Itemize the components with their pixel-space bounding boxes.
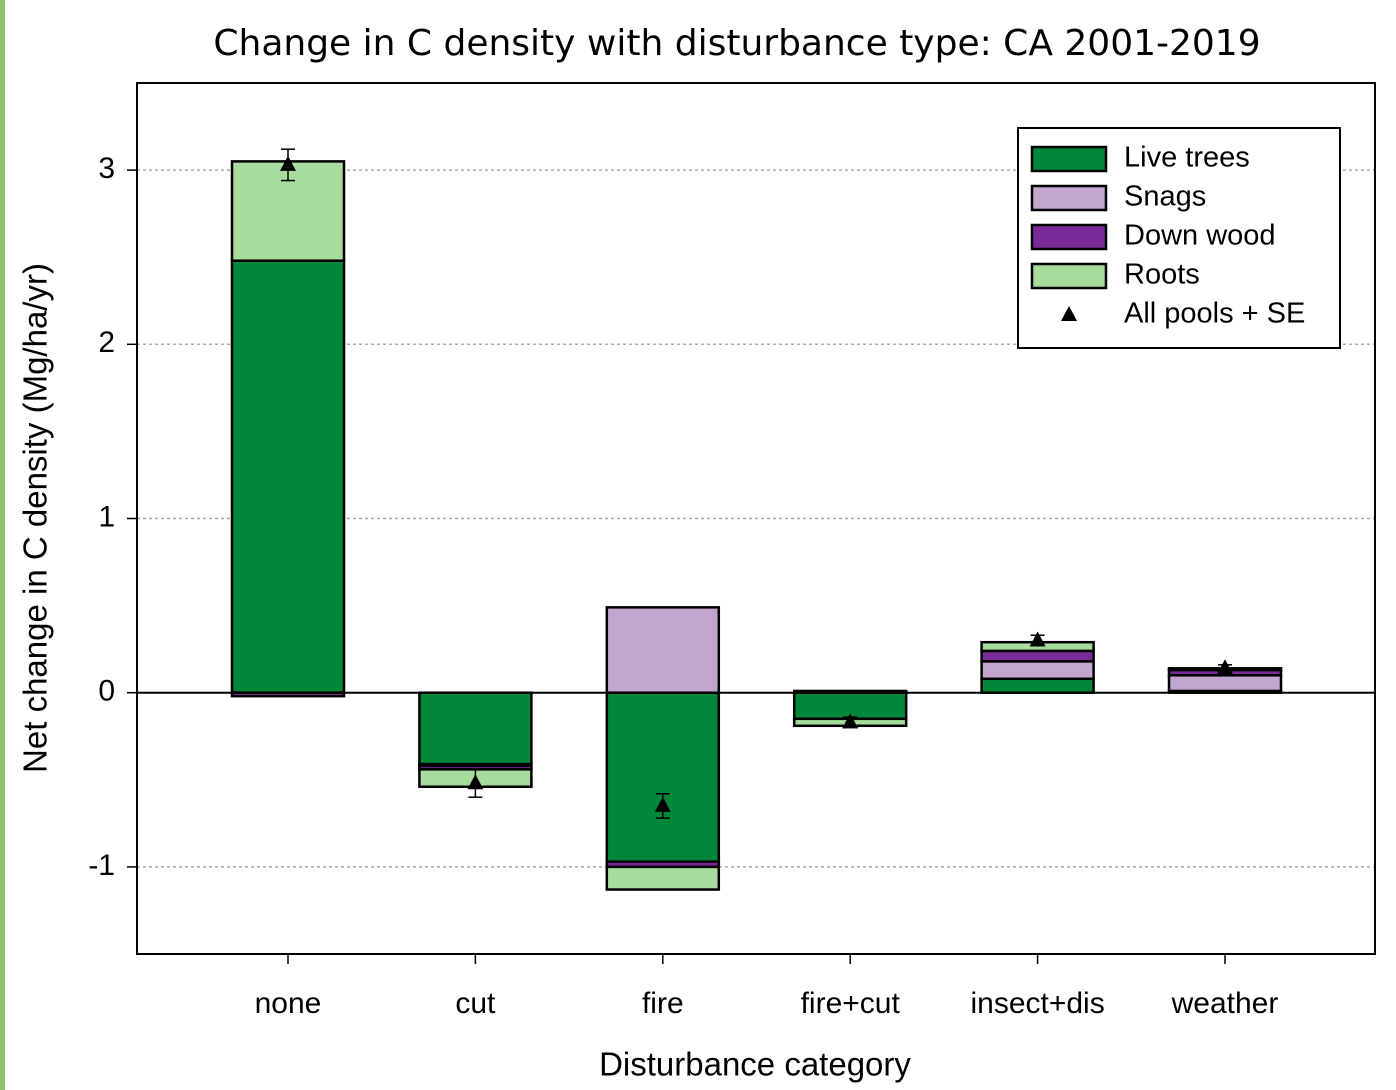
x-tick-label: fire+cut xyxy=(801,987,901,1020)
legend-swatch xyxy=(1030,184,1108,212)
y-tick-label: 2 xyxy=(98,326,115,359)
bar-segment xyxy=(980,677,1095,694)
legend-label: Down wood xyxy=(1124,220,1276,252)
legend-swatch xyxy=(1030,262,1108,290)
legend-label: Snags xyxy=(1124,181,1206,213)
bar-segment xyxy=(605,865,721,891)
chart-title: Change in C density with disturbance typ… xyxy=(213,23,1260,64)
y-tick-label: -1 xyxy=(88,849,115,882)
bar-segment xyxy=(1167,674,1283,693)
marker xyxy=(1029,631,1046,647)
marker xyxy=(467,774,484,790)
bar-segment xyxy=(980,660,1095,681)
legend-label: All pools + SE xyxy=(1124,298,1305,330)
y-tick-label: 1 xyxy=(98,500,115,533)
bar-segment xyxy=(230,691,346,698)
x-tick-label: weather xyxy=(1171,987,1279,1020)
bar-segment xyxy=(980,649,1095,663)
legend-label: Live trees xyxy=(1124,142,1250,174)
marker xyxy=(842,713,859,729)
bar-segment xyxy=(230,259,346,694)
bar-segment xyxy=(230,160,346,262)
x-tick-label: insect+dis xyxy=(970,987,1104,1020)
y-tick-label: 0 xyxy=(98,675,115,708)
plot-frame xyxy=(136,82,1376,955)
y-axis-label: Net change in C density (Mg/ha/yr) xyxy=(17,263,54,773)
bar-segment xyxy=(605,606,721,694)
legend-swatch xyxy=(1030,145,1108,173)
page-border xyxy=(0,0,5,1090)
x-tick-label: cut xyxy=(455,987,496,1020)
x-axis-label: Disturbance category xyxy=(599,1046,911,1083)
legend-label: Roots xyxy=(1124,259,1200,291)
x-tick-label: none xyxy=(255,987,322,1020)
legend-swatch xyxy=(1030,223,1108,251)
marker xyxy=(1217,659,1233,675)
marker xyxy=(280,155,296,171)
x-tick-label: fire xyxy=(642,987,684,1020)
marker xyxy=(654,796,671,812)
legend-marker xyxy=(1061,306,1077,321)
bar-segment xyxy=(605,691,721,863)
bar-segment xyxy=(418,691,533,766)
y-tick-label: 3 xyxy=(98,152,115,185)
bar-segment xyxy=(792,689,908,694)
